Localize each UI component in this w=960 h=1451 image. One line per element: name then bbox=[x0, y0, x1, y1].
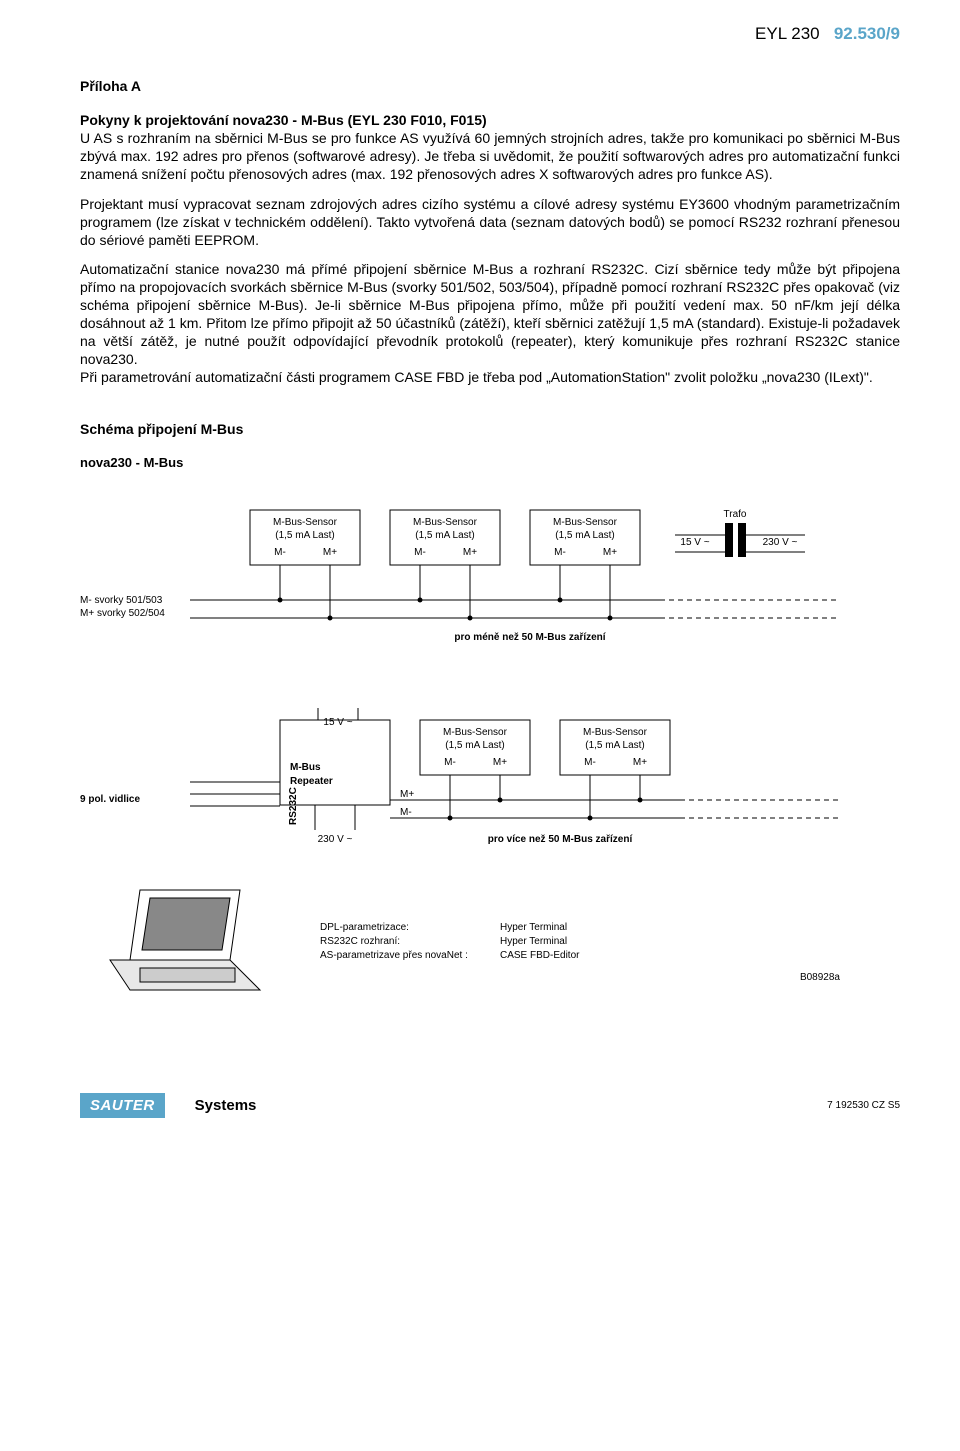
section-heading: Pokyny k projektování nova230 - M-Bus (E… bbox=[80, 112, 900, 128]
terminals-m-minus: M- svorky 501/503 bbox=[80, 595, 163, 606]
repeater-l2: Repeater bbox=[290, 776, 333, 787]
svg-text:M-: M- bbox=[400, 807, 412, 818]
sensor-label: M-Bus-Sensor bbox=[273, 517, 338, 528]
svg-text:M+: M+ bbox=[603, 547, 617, 558]
svg-text:M-Bus-Sensor: M-Bus-Sensor bbox=[443, 727, 508, 738]
svg-text:M-Bus-Sensor: M-Bus-Sensor bbox=[413, 517, 478, 528]
trafo-label: Trafo bbox=[724, 509, 747, 520]
page-footer: SAUTER Systems 7 192530 CZ S5 bbox=[80, 1085, 900, 1118]
legend-l1b: Hyper Terminal bbox=[500, 922, 567, 933]
svg-text:(1,5 mA Last): (1,5 mA Last) bbox=[555, 530, 614, 541]
paragraph-1: U AS s rozhraním na sběrnici M-Bus se pr… bbox=[80, 130, 900, 184]
legend-l2b: Hyper Terminal bbox=[500, 936, 567, 947]
schema-subtitle: nova230 - M-Bus bbox=[80, 455, 900, 470]
svg-text:(1,5 mA Last): (1,5 mA Last) bbox=[585, 740, 644, 751]
diagram-ref: B08928a bbox=[800, 972, 840, 983]
svg-text:M-: M- bbox=[554, 547, 566, 558]
svg-text:(1,5 mA Last): (1,5 mA Last) bbox=[415, 530, 474, 541]
footer-page-ref: 7 192530 CZ S5 bbox=[827, 1100, 900, 1111]
paragraph-3b: Při parametrování automatizační části pr… bbox=[80, 369, 900, 387]
doc-id: 92.530/9 bbox=[834, 24, 900, 43]
sensor-box-group-upper: M-Bus-Sensor (1,5 mA Last) M- M+ M-Bus-S… bbox=[250, 510, 640, 565]
legend-l3a: AS-parametrizave přes novaNet : bbox=[320, 950, 468, 961]
svg-text:M+: M+ bbox=[493, 757, 507, 768]
sauter-logo: SAUTER bbox=[80, 1093, 165, 1118]
schema-title: Schéma připojení M-Bus bbox=[80, 421, 900, 437]
attachment-label: Příloha A bbox=[80, 78, 900, 94]
volt-15-lower: 15 V ~ bbox=[323, 717, 352, 728]
svg-text:M-Bus-Sensor: M-Bus-Sensor bbox=[553, 517, 618, 528]
volt-230-lower: 230 V ~ bbox=[318, 834, 353, 845]
svg-text:M+: M+ bbox=[633, 757, 647, 768]
repeater-l1: M-Bus bbox=[290, 762, 321, 773]
svg-text:M-: M- bbox=[444, 757, 456, 768]
footer-systems: Systems bbox=[195, 1097, 257, 1114]
svg-text:M-: M- bbox=[584, 757, 596, 768]
legend-l1a: DPL-parametrizace: bbox=[320, 922, 409, 933]
m-minus: M- bbox=[274, 547, 286, 558]
volt-230-upper: 230 V ~ bbox=[763, 537, 798, 548]
sensor-load: (1,5 mA Last) bbox=[275, 530, 334, 541]
product-code: EYL 230 bbox=[755, 24, 820, 43]
laptop-icon bbox=[110, 890, 260, 990]
connection-diagram: M-Bus-Sensor (1,5 mA Last) M- M+ M-Bus-S… bbox=[80, 490, 900, 1055]
bus-label-upper: pro méně než 50 M-Bus zařízení bbox=[454, 632, 606, 643]
header-right: EYL 230 92.530/9 bbox=[755, 24, 900, 44]
bus-label-lower: pro více než 50 M-Bus zařízení bbox=[488, 834, 634, 845]
paragraph-2: Projektant musí vypracovat seznam zdrojo… bbox=[80, 196, 900, 250]
legend-l3b: CASE FBD-Editor bbox=[500, 950, 580, 961]
svg-text:M-Bus-Sensor: M-Bus-Sensor bbox=[583, 727, 648, 738]
svg-text:M+: M+ bbox=[463, 547, 477, 558]
plug-label: 9 pol. vidlice bbox=[80, 794, 140, 805]
svg-text:M-: M- bbox=[414, 547, 426, 558]
terminals-m-plus: M+ svorky 502/504 bbox=[80, 608, 165, 619]
svg-text:M+: M+ bbox=[400, 789, 414, 800]
paragraph-3: Automatizační stanice nova230 má přímé p… bbox=[80, 261, 900, 368]
rs232c-label: RS232C bbox=[288, 787, 299, 825]
m-plus: M+ bbox=[323, 547, 337, 558]
volt-15-upper: 15 V ~ bbox=[680, 537, 709, 548]
legend-l2a: RS232C rozhraní: bbox=[320, 936, 400, 947]
svg-text:(1,5 mA Last): (1,5 mA Last) bbox=[445, 740, 504, 751]
